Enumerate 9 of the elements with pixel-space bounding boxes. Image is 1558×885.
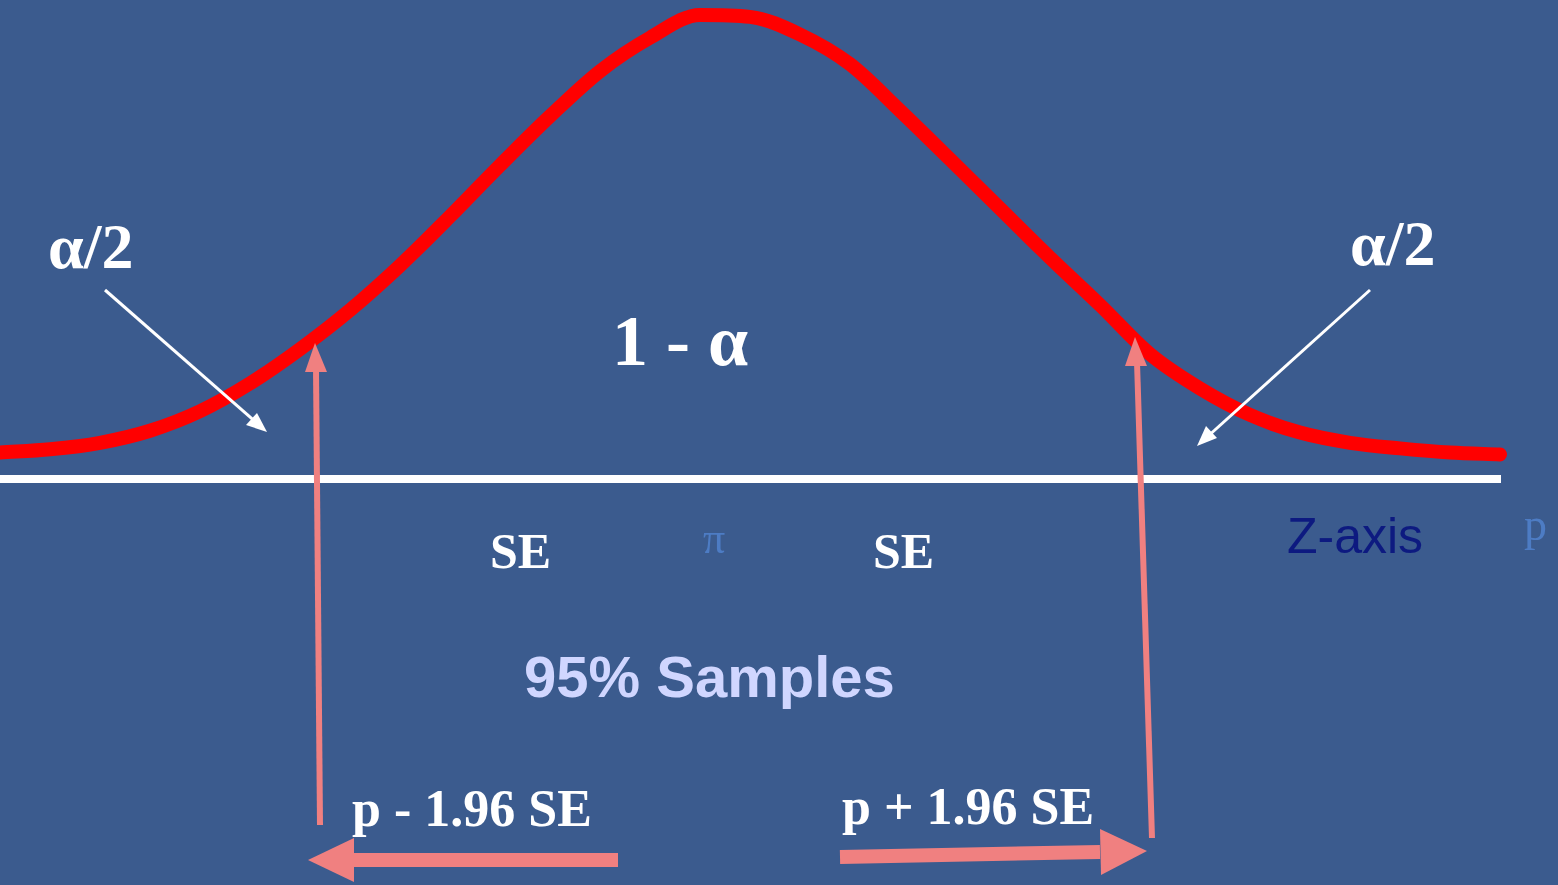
text: p + 1.96 SE	[842, 778, 1095, 835]
annotation: α/2	[1350, 208, 1436, 279]
text: SE	[873, 523, 935, 579]
x-axis-title: Z-axis	[1287, 508, 1424, 564]
annotation: α/2	[48, 211, 134, 282]
text: p - 1.96 SE	[352, 780, 592, 837]
text: 95% Samples	[524, 644, 895, 709]
text: SE	[490, 523, 552, 579]
annotation: 1 - α	[612, 301, 749, 381]
